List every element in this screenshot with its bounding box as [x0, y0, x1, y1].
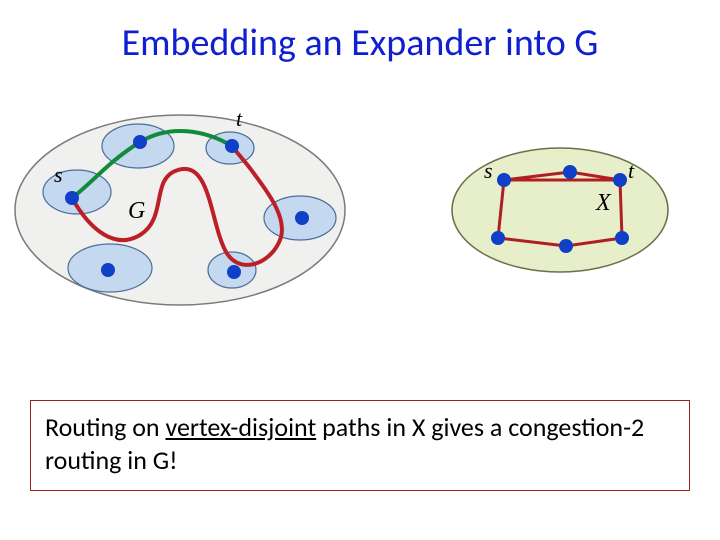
diagram-svg: stGstX [0, 80, 720, 320]
x-node-t [613, 173, 627, 187]
label-s: s [54, 162, 63, 187]
x-node-n5 [491, 231, 505, 245]
node-n5 [101, 263, 115, 277]
node-s [65, 191, 79, 205]
node-t [225, 139, 239, 153]
caption-box: Routing on vertex-disjoint paths in X gi… [30, 400, 690, 491]
label-X: X [595, 190, 612, 216]
node-n1 [133, 135, 147, 149]
caption-pre: Routing on [45, 411, 165, 443]
diagram-area: stGstX [0, 80, 720, 320]
x-node-s [497, 173, 511, 187]
x-node-n4 [559, 239, 573, 253]
caption-underlined: vertex-disjoint [165, 411, 316, 443]
x-node-n1 [563, 165, 577, 179]
x-edge [620, 180, 622, 238]
page-title: Embedding an Expander into G [0, 20, 720, 66]
label-s: s [484, 158, 493, 183]
node-n3 [295, 211, 309, 225]
node-n4 [227, 265, 241, 279]
label-t: t [236, 106, 243, 131]
label-t: t [628, 158, 635, 183]
title-text: Embedding an Expander into G [122, 20, 599, 66]
x-node-n3 [615, 231, 629, 245]
label-G: G [128, 198, 145, 224]
